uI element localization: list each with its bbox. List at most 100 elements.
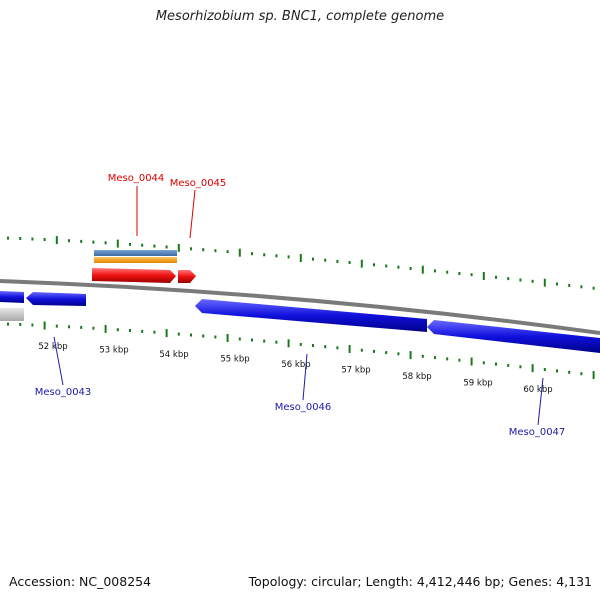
lower-minor-tick — [116, 328, 119, 332]
upper-minor-tick — [507, 277, 510, 281]
upper-tick-track — [7, 236, 595, 290]
lower-major-tick — [348, 345, 351, 353]
upper-major-tick — [421, 265, 424, 274]
gene-arrow-meso-0044[interactable] — [92, 268, 176, 283]
upper-minor-tick — [348, 261, 351, 264]
upper-minor-tick — [275, 254, 278, 258]
lower-minor-tick — [324, 345, 327, 349]
lower-minor-tick — [373, 349, 375, 353]
lower-minor-tick — [580, 372, 583, 376]
lower-minor-tick — [251, 338, 253, 342]
upper-minor-tick — [226, 250, 229, 254]
lower-major-tick — [470, 357, 473, 366]
lower-major-tick — [104, 324, 107, 333]
scale-label: 54 kbp — [159, 350, 188, 360]
scale-labels: 52 kbp 53 kbp 54 kbp 55 kbp 56 kbp 57 kbp 58 k… — [38, 342, 552, 395]
gene-label-meso-0045[interactable]: Meso_0045 — [170, 178, 227, 189]
upper-major-tick — [238, 248, 241, 257]
lower-tick-track — [7, 321, 595, 380]
scale-label: 52 kbp — [38, 342, 67, 352]
upper-major-tick — [177, 243, 180, 252]
lower-minor-tick — [556, 369, 558, 373]
lower-major-tick — [43, 321, 46, 330]
upper-minor-tick — [141, 243, 144, 247]
gene-label-meso-0046[interactable]: Meso_0046 — [275, 402, 332, 413]
upper-major-tick — [360, 259, 363, 268]
lower-minor-tick — [482, 361, 485, 365]
upper-minor-tick — [165, 245, 168, 249]
leader-line-meso-0045 — [189, 189, 196, 239]
lower-minor-tick — [397, 352, 400, 356]
upper-minor-tick — [568, 283, 571, 287]
gene-label-meso-0043[interactable]: Meso_0043 — [35, 387, 92, 398]
scale-label: 57 kbp — [341, 366, 370, 376]
upper-minor-tick — [202, 248, 205, 252]
upper-minor-tick — [153, 244, 156, 248]
cds-track-blue — [94, 250, 177, 256]
grey-feature — [0, 308, 24, 321]
upper-minor-tick — [19, 237, 22, 240]
upper-minor-tick — [592, 286, 595, 290]
lower-minor-tick — [55, 324, 58, 328]
lower-major-tick — [592, 371, 595, 380]
upper-minor-tick — [458, 272, 461, 275]
lower-minor-tick — [153, 330, 156, 334]
gene-arrow-left-edge[interactable] — [0, 291, 24, 303]
gene-arrow-meso-0046[interactable] — [195, 299, 427, 332]
upper-minor-tick — [287, 255, 290, 259]
scale-label: 55 kbp — [220, 355, 249, 365]
upper-minor-tick — [104, 241, 107, 245]
upper-minor-tick — [556, 282, 558, 286]
cds-track-orange — [94, 257, 177, 263]
lower-minor-tick — [434, 356, 436, 360]
lower-minor-tick — [507, 363, 510, 367]
lower-minor-tick — [129, 329, 131, 332]
upper-minor-tick — [531, 279, 534, 283]
lower-minor-tick — [80, 325, 83, 329]
lower-minor-tick — [68, 325, 70, 329]
lower-major-tick — [226, 334, 229, 342]
gene-arrow-meso-0047[interactable] — [427, 320, 600, 353]
upper-minor-tick — [519, 278, 522, 282]
lower-minor-tick — [214, 335, 217, 339]
gene-arrow-meso-0045[interactable] — [178, 270, 196, 283]
upper-major-tick — [116, 239, 119, 248]
scale-label: 59 kbp — [463, 378, 492, 388]
upper-minor-tick — [580, 285, 583, 289]
lower-minor-tick — [312, 344, 314, 347]
scale-label: 53 kbp — [99, 346, 128, 356]
lower-minor-tick — [446, 357, 449, 361]
lower-minor-tick — [421, 354, 424, 358]
upper-minor-tick — [31, 237, 34, 241]
upper-minor-tick — [385, 264, 388, 268]
upper-minor-tick — [409, 267, 412, 270]
accession-text: Accession: NC_008254 — [9, 574, 152, 589]
upper-minor-tick — [190, 247, 192, 251]
upper-minor-tick — [251, 252, 253, 256]
upper-minor-tick — [373, 263, 375, 267]
upper-minor-tick — [7, 236, 9, 240]
leader-line-meso-0047 — [537, 377, 544, 426]
map-title: Mesorhizobium sp. BNC1, complete genome — [155, 9, 445, 24]
gene-label-meso-0044[interactable]: Meso_0044 — [108, 173, 165, 184]
upper-major-tick — [482, 272, 485, 280]
lower-minor-tick — [92, 326, 95, 330]
lower-minor-tick — [543, 368, 546, 371]
gene-label-meso-0047[interactable]: Meso_0047 — [509, 427, 566, 438]
gene-arrow-meso-0043[interactable] — [26, 292, 86, 306]
upper-minor-tick — [263, 253, 266, 257]
scale-label: 56 kbp — [281, 360, 310, 370]
lower-minor-tick — [519, 365, 522, 369]
lower-minor-tick — [336, 346, 339, 350]
scale-label: 58 kbp — [402, 372, 431, 382]
lower-minor-tick — [141, 329, 144, 333]
lower-minor-tick — [495, 362, 497, 366]
upper-minor-tick — [43, 238, 46, 241]
scale-label: 60 kbp — [523, 385, 552, 395]
upper-minor-tick — [336, 259, 339, 263]
upper-minor-tick — [129, 242, 131, 246]
upper-major-tick — [543, 278, 546, 287]
lower-minor-tick — [202, 334, 205, 338]
lower-major-tick — [409, 351, 412, 360]
